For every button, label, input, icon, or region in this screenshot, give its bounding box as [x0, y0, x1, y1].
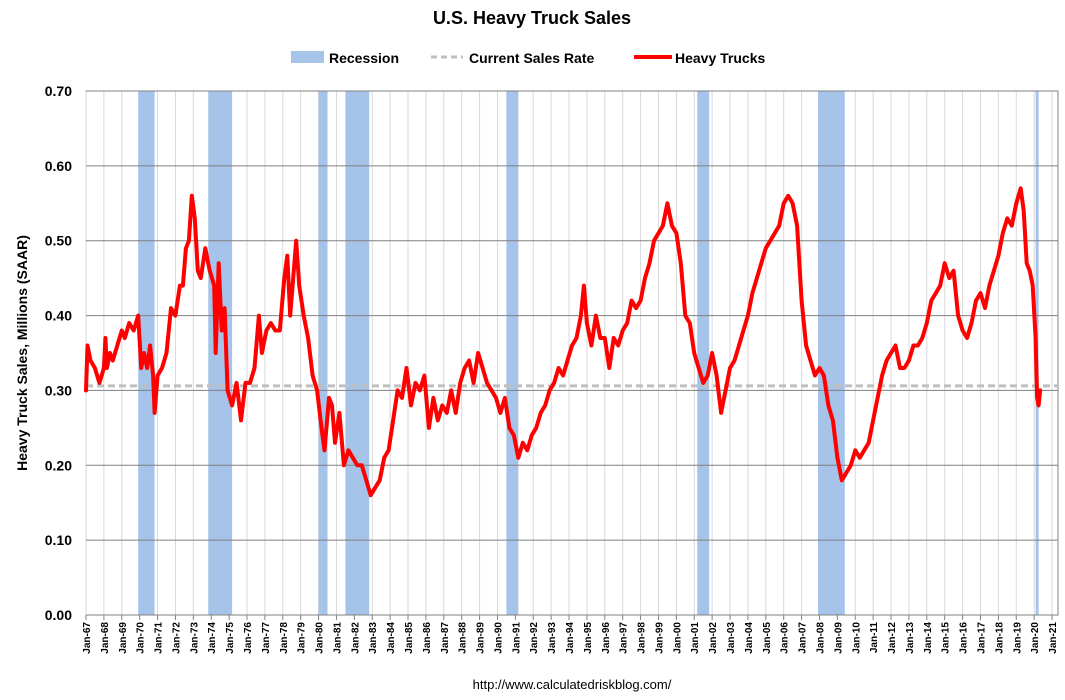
x-tick-label: Jan-75 [225, 622, 236, 654]
x-tick-label: Jan-88 [458, 622, 469, 654]
recession-band [318, 91, 328, 615]
y-tick-label: 0.00 [45, 607, 72, 623]
x-tick-label: Jan-19 [1012, 622, 1023, 654]
x-tick-label: Jan-96 [601, 622, 612, 654]
legend: Recession Current Sales Rate Heavy Truck… [291, 50, 765, 66]
y-axis-label: Heavy Truck Sales, Millions (SAAR) [14, 235, 30, 471]
x-tick-label: Jan-05 [762, 622, 773, 654]
x-tick-label: Jan-97 [619, 622, 630, 654]
x-tick-label: Jan-03 [726, 622, 737, 654]
recession-band [506, 91, 519, 615]
x-tick-label: Jan-85 [404, 622, 415, 654]
x-tick-label: Jan-77 [261, 622, 272, 654]
legend-label-recession: Recession [329, 50, 399, 66]
recession-band [697, 91, 710, 615]
recession-band [345, 91, 370, 615]
x-tick-label: Jan-90 [493, 622, 504, 654]
recession-band [817, 91, 845, 615]
x-tick-label: Jan-92 [529, 622, 540, 654]
x-tick-label: Jan-80 [315, 622, 326, 654]
x-tick-label: Jan-20 [1030, 622, 1041, 654]
x-tick-label: Jan-86 [422, 622, 433, 654]
x-tick-label: Jan-15 [941, 622, 952, 654]
x-tick-label: Jan-76 [243, 622, 254, 654]
x-tick-label: Jan-81 [332, 622, 343, 654]
x-tick-label: Jan-16 [959, 622, 970, 654]
x-tick-label: Jan-87 [440, 622, 451, 654]
chart-title: U.S. Heavy Truck Sales [433, 8, 631, 28]
x-tick-label: Jan-95 [583, 622, 594, 654]
x-tick-label: Jan-02 [708, 622, 719, 654]
legend-label-heavy-trucks: Heavy Trucks [675, 50, 765, 66]
recession-band [138, 91, 155, 615]
y-tick-label: 0.30 [45, 382, 72, 398]
x-tick-label: Jan-21 [1048, 622, 1059, 654]
x-tick-label: Jan-68 [100, 622, 111, 654]
source-url: http://www.calculatedriskblog.com/ [473, 677, 672, 692]
x-tick-label: Jan-84 [386, 622, 397, 654]
x-tick-label: Jan-00 [672, 622, 683, 654]
y-tick-label: 0.10 [45, 532, 72, 548]
x-tick-label: Jan-18 [994, 622, 1005, 654]
x-tick-label: Jan-93 [547, 622, 558, 654]
plot-area: 0.00 0.10 0.20 0.30 0.40 0.50 0.60 0.70 Jan-67 Ja… [45, 83, 1059, 654]
x-tick-label: Jan-07 [798, 622, 809, 654]
y-tick-label: 0.50 [45, 233, 72, 249]
x-tick-label: Jan-09 [833, 622, 844, 654]
x-tick-label: Jan-73 [189, 622, 200, 654]
x-tick-label: Jan-06 [780, 622, 791, 654]
x-tick-label: Jan-98 [637, 622, 648, 654]
x-tick-label: Jan-72 [171, 622, 182, 654]
series-line-heavy-trucks [84, 186, 1043, 498]
recession-band [208, 91, 233, 615]
y-tick-label: 0.40 [45, 308, 72, 324]
x-tick-label: Jan-14 [923, 622, 934, 654]
legend-label-current-sales-rate: Current Sales Rate [469, 50, 594, 66]
x-tick-label: Jan-83 [368, 622, 379, 654]
y-tick-label: 0.70 [45, 83, 72, 99]
x-tick-label: Jan-71 [154, 622, 165, 654]
y-tick-label: 0.60 [45, 158, 72, 174]
x-tick-label: Jan-12 [887, 622, 898, 654]
x-tick-label: Jan-04 [744, 622, 755, 654]
x-tick-label: Jan-99 [654, 622, 665, 654]
x-tick-label: Jan-82 [350, 622, 361, 654]
y-tick-label: 0.20 [45, 457, 72, 473]
x-tick-label: Jan-17 [976, 622, 987, 654]
x-tick-label: Jan-79 [297, 622, 308, 654]
x-tick-label: Jan-08 [815, 622, 826, 654]
x-tick-label: Jan-74 [207, 622, 218, 654]
x-tick-label: Jan-11 [869, 622, 880, 654]
x-tick-label: Jan-67 [82, 622, 93, 654]
x-tick-label: Jan-94 [565, 622, 576, 654]
x-tick-label: Jan-89 [476, 622, 487, 654]
x-tick-label: Jan-70 [136, 622, 147, 654]
x-tick-label: Jan-13 [905, 622, 916, 654]
x-tick-label: Jan-01 [690, 622, 701, 654]
x-tick-label: Jan-78 [279, 622, 290, 654]
legend-swatch-recession [291, 51, 324, 63]
x-tick-label: Jan-69 [118, 622, 129, 654]
x-tick-label: Jan-10 [851, 622, 862, 654]
x-tick-label: Jan-91 [511, 622, 522, 654]
